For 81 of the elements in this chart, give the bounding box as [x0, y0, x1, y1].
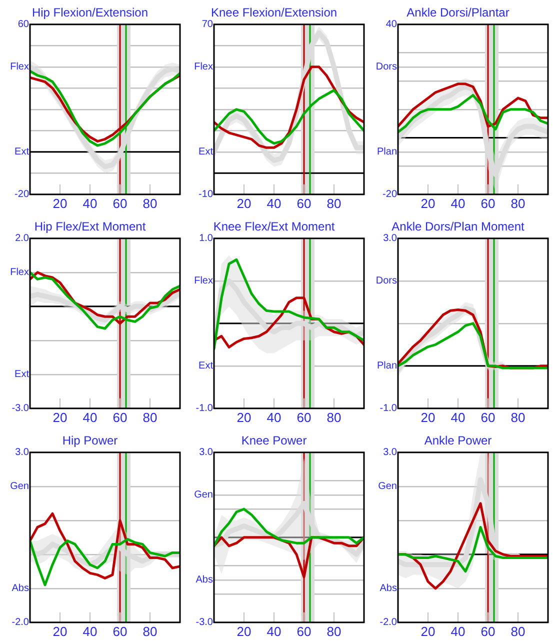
- y-tick-label: 3.0: [383, 447, 398, 458]
- x-tick-label: 80: [326, 196, 342, 211]
- x-tick-label: 80: [510, 410, 526, 425]
- x-tick-label: 60: [112, 196, 128, 211]
- x-tick-label: 60: [112, 624, 128, 639]
- x-tick-label: 20: [420, 410, 436, 425]
- y-tick-label: Flex: [10, 62, 29, 73]
- y-tick-label: -20: [14, 189, 30, 200]
- x-tick-label: 20: [52, 196, 68, 211]
- y-tick-label: 2.0: [15, 233, 30, 244]
- y-tick-label: Abs: [380, 583, 397, 594]
- x-tick-label: 80: [142, 196, 158, 211]
- y-tick-label: Ext: [198, 360, 214, 372]
- y-tick-label: -3.0: [12, 403, 30, 414]
- x-tick-label: 60: [296, 624, 312, 639]
- y-tick-label: -3.0: [196, 617, 214, 628]
- y-tick-label: -10: [198, 189, 214, 200]
- x-tick-label: 20: [236, 196, 252, 211]
- x-tick-label: 40: [450, 196, 466, 211]
- y-tick-label: Plan: [376, 146, 397, 158]
- y-tick-label: Flex: [194, 62, 213, 73]
- x-tick-label: 40: [450, 410, 466, 425]
- y-tick-label: Gen: [10, 481, 29, 492]
- y-tick-label: Ext: [198, 146, 214, 158]
- x-tick-label: 60: [480, 196, 496, 211]
- y-tick-label: Gen: [194, 490, 213, 501]
- x-tick-label: 20: [52, 410, 68, 425]
- y-tick-label: 40: [386, 19, 398, 30]
- y-tick-label: Abs: [196, 574, 213, 586]
- y-tick-label: Ext: [14, 369, 30, 380]
- x-tick-label: 60: [296, 410, 312, 425]
- chart-title: Ankle Dorsi/Plantar: [406, 6, 510, 20]
- x-tick-label: 20: [420, 196, 436, 211]
- y-tick-label: 3.0: [199, 447, 214, 458]
- x-tick-label: 40: [266, 624, 282, 639]
- chart-title: Knee Power: [241, 434, 307, 448]
- x-tick-label: 20: [420, 624, 436, 639]
- y-tick-label: Ext: [14, 146, 30, 158]
- x-tick-label: 20: [52, 624, 68, 639]
- x-tick-label: 40: [450, 624, 466, 639]
- x-tick-label: 60: [112, 410, 128, 425]
- x-tick-label: 40: [266, 196, 282, 211]
- x-tick-label: 20: [236, 410, 252, 425]
- x-tick-label: 20: [236, 624, 252, 639]
- y-tick-label: 1.0: [199, 233, 214, 244]
- x-tick-label: 80: [510, 196, 526, 211]
- y-tick-label: 3.0: [383, 233, 398, 244]
- x-tick-label: 40: [266, 410, 282, 425]
- y-tick-label: -1.0: [380, 403, 398, 414]
- chart-title: Ankle Dors/Plan Moment: [392, 220, 526, 234]
- y-tick-label: Abs: [12, 583, 29, 594]
- y-tick-label: Dors: [376, 62, 397, 73]
- y-tick-label: Gen: [378, 481, 397, 492]
- x-tick-label: 40: [82, 624, 98, 639]
- x-tick-label: 40: [82, 196, 98, 211]
- x-tick-label: 60: [296, 196, 312, 211]
- y-tick-label: -20: [382, 189, 398, 200]
- y-tick-label: Flex: [194, 276, 213, 287]
- chart-title: Knee Flex/Ext Moment: [213, 220, 336, 234]
- x-tick-label: 60: [480, 624, 496, 639]
- chart-title: Hip Power: [62, 434, 118, 448]
- y-tick-label: -2.0: [12, 617, 30, 628]
- y-tick-label: 70: [202, 19, 214, 30]
- y-tick-label: -1.0: [196, 403, 214, 414]
- chart-title: Ankle Power: [424, 434, 492, 448]
- y-tick-label: Dors: [376, 276, 397, 287]
- y-tick-label: 60: [18, 19, 30, 30]
- chart-title: Knee Flexion/Extension: [210, 6, 338, 20]
- x-tick-label: 80: [142, 624, 158, 639]
- x-tick-label: 40: [82, 410, 98, 425]
- x-tick-label: 80: [326, 410, 342, 425]
- y-tick-label: Flex: [10, 267, 29, 278]
- x-tick-label: 80: [510, 624, 526, 639]
- y-tick-label: Plan: [376, 360, 397, 372]
- chart-title: Hip Flex/Ext Moment: [34, 220, 146, 234]
- y-tick-label: 3.0: [15, 447, 30, 458]
- chart-title: Hip Flexion/Extension: [32, 6, 148, 20]
- x-tick-label: 80: [326, 624, 342, 639]
- y-tick-label: -2.0: [380, 617, 398, 628]
- x-tick-label: 80: [142, 410, 158, 425]
- x-tick-label: 60: [480, 410, 496, 425]
